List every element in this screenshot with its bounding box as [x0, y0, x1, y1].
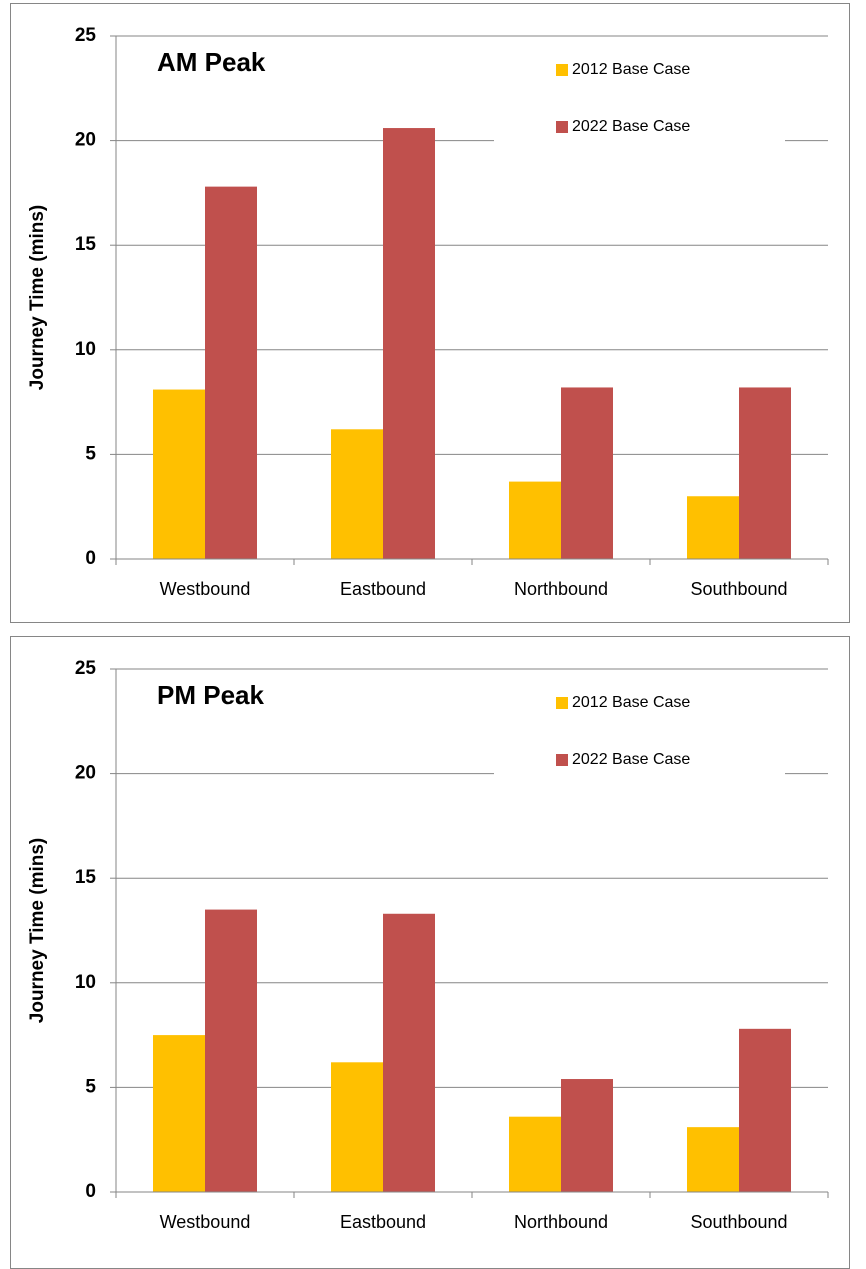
- chart-title: AM Peak: [157, 47, 266, 77]
- legend-box: [494, 683, 785, 783]
- bar: [153, 1035, 205, 1192]
- bar: [739, 1028, 791, 1192]
- legend-swatch: [556, 754, 568, 766]
- legend-label: 2012 Base Case: [572, 694, 690, 711]
- bar: [205, 909, 257, 1192]
- x-tick-label: Westbound: [160, 579, 251, 599]
- x-tick-label: Northbound: [514, 579, 608, 599]
- x-tick-label: Eastbound: [340, 579, 426, 599]
- bar: [561, 1079, 613, 1192]
- legend-swatch: [556, 697, 568, 709]
- bar: [509, 1116, 561, 1192]
- x-tick-label: Southbound: [690, 1212, 787, 1232]
- chart-panel: 0 5 10 15 20 25 2012 Base Case 2022 Base Case We…: [10, 636, 850, 1269]
- chart-panel: 0 5 10 15 20 25 2012 Base Case 2022 Base Case We…: [10, 3, 850, 623]
- y-axis-label: Journey Time (mins): [27, 838, 48, 1023]
- bar: [739, 387, 791, 559]
- legend-swatch: [556, 64, 568, 76]
- bar: [383, 913, 435, 1192]
- y-tick-label: 25: [75, 25, 97, 46]
- y-tick-label: 5: [85, 443, 96, 464]
- bar: [331, 429, 383, 559]
- x-tick-label: Southbound: [690, 579, 787, 599]
- legend-label: 2012 Base Case: [572, 61, 690, 78]
- chart-title: PM Peak: [157, 680, 264, 710]
- bar: [153, 389, 205, 559]
- y-tick-label: 0: [85, 1181, 96, 1202]
- bar: [331, 1062, 383, 1192]
- bar: [509, 481, 561, 559]
- y-tick-label: 25: [75, 658, 97, 679]
- y-tick-label: 5: [85, 1076, 96, 1097]
- bar: [687, 1127, 739, 1192]
- y-tick-label: 15: [75, 867, 97, 888]
- legend-swatch: [556, 121, 568, 133]
- bar: [561, 387, 613, 559]
- y-axis-label: Journey Time (mins): [27, 205, 48, 390]
- x-tick-label: Westbound: [160, 1212, 251, 1232]
- y-tick-label: 0: [85, 548, 96, 569]
- legend-box: [494, 50, 785, 150]
- bar: [205, 186, 257, 559]
- y-tick-label: 20: [75, 130, 96, 151]
- x-tick-label: Eastbound: [340, 1212, 426, 1232]
- y-tick-label: 15: [75, 234, 97, 255]
- y-tick-label: 10: [75, 972, 96, 993]
- x-tick-label: Northbound: [514, 1212, 608, 1232]
- y-tick-label: 10: [75, 339, 96, 360]
- legend-label: 2022 Base Case: [572, 118, 690, 135]
- bar: [383, 128, 435, 559]
- bar: [687, 496, 739, 559]
- legend-label: 2022 Base Case: [572, 751, 690, 768]
- y-tick-label: 20: [75, 763, 96, 784]
